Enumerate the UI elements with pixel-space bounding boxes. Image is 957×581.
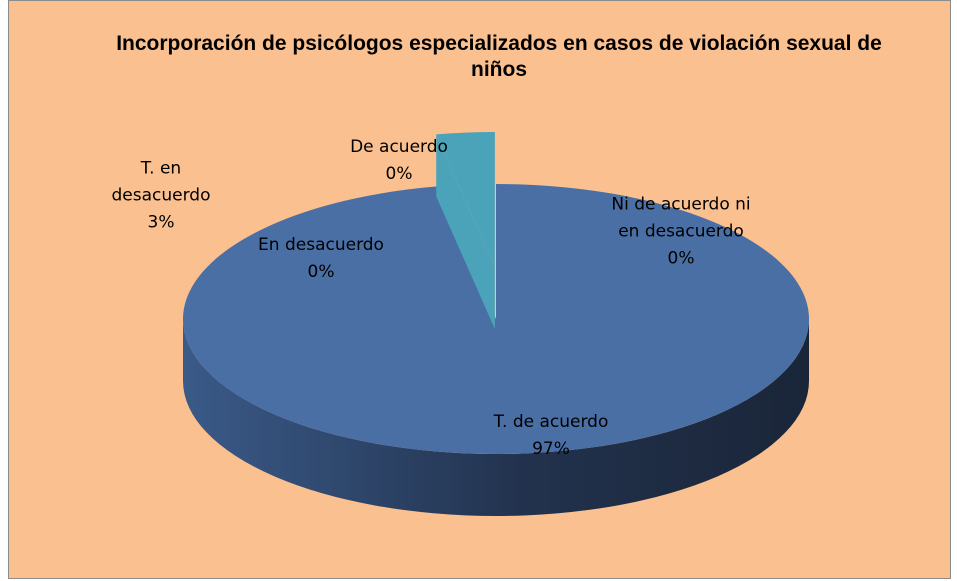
data-label: De acuerdo 0% [339,134,459,188]
value-label: 0% [385,164,413,184]
pie-slice-face [436,134,495,329]
data-label: En desacuerdo 0% [231,232,411,286]
data-label: Ni de acuerdo ni en desacuerdo 0% [601,192,761,273]
category-label: De acuerdo [350,137,448,157]
category-label: En desacuerdo [258,235,384,255]
chart-title: Incorporación de psicólogos especializad… [116,32,882,81]
value-label: 0% [307,262,335,282]
pie-slice-side [183,319,809,516]
chart [182,132,810,516]
category-label: Ni de acuerdo ni en desacuerdo [611,194,751,242]
data-label: T. en desacuerdo 3% [91,156,231,237]
pie-slice [182,184,810,455]
category-label: T. de acuerdo [493,412,609,432]
chart-area: Incorporación de psicólogos especializad… [8,0,951,579]
value-label: 0% [667,248,695,269]
category-label: T. en desacuerdo [111,158,211,206]
value-label: 3% [147,212,175,233]
value-label: 97% [532,439,570,459]
pie-slice [436,132,495,267]
data-label: T. de acuerdo 97% [451,409,651,463]
